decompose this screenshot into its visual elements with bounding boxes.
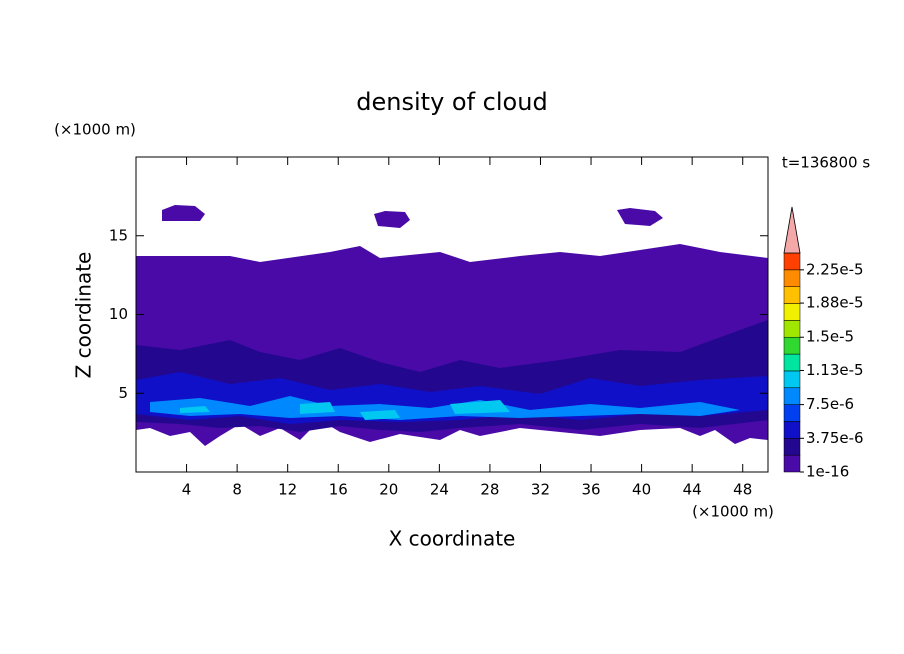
- colorbar-box: [783, 286, 801, 304]
- time-label: t=136800 s: [782, 154, 870, 172]
- colorbar-box: [783, 421, 801, 439]
- x-tick-label: 8: [232, 481, 242, 499]
- x-tick-label: 4: [182, 481, 192, 499]
- colorbar-label: 1e-16: [806, 463, 849, 481]
- x-axis-label: X coordinate: [389, 527, 516, 551]
- y-axis-label: Z coordinate: [72, 252, 96, 379]
- colorbar-label: 1.13e-5: [806, 361, 864, 379]
- colorbar-label: 1.5e-5: [806, 328, 854, 346]
- colorbar-box: [783, 269, 801, 287]
- y-unit: (×1000 m): [54, 121, 136, 139]
- colorbar-box: [783, 303, 801, 321]
- colorbar-label: 3.75e-6: [806, 429, 864, 447]
- contour-field: [136, 205, 768, 446]
- cloud-top-2: [374, 211, 410, 228]
- band-cyan: [180, 400, 510, 420]
- colorbar-box: [783, 252, 801, 271]
- chart-title: density of cloud: [356, 88, 547, 116]
- colorbar-box: [783, 336, 801, 355]
- cloud-top-3: [617, 208, 663, 226]
- colorbar-label: 7.5e-6: [806, 395, 854, 413]
- x-tick-label: 16: [329, 481, 348, 499]
- x-tick-label: 20: [379, 481, 398, 499]
- colorbar-box: [783, 454, 801, 473]
- x-tick-label: 40: [632, 481, 651, 499]
- y-tick-label: 15: [109, 226, 128, 244]
- band-light: [150, 396, 740, 420]
- x-tick-label: 32: [531, 481, 550, 499]
- colorbar-box: [783, 404, 801, 422]
- x-tick-label: 12: [278, 481, 297, 499]
- colorbar-box: [783, 438, 801, 456]
- y-tick-label: 5: [118, 384, 128, 402]
- colorbar-box: [783, 353, 801, 372]
- x-tick-label: 24: [430, 481, 449, 499]
- cloud-top-1: [162, 205, 205, 221]
- x-tick-label: 48: [733, 481, 752, 499]
- x-tick-label: 44: [683, 481, 702, 499]
- colorbar-extend: [783, 206, 801, 254]
- colorbar-box: [783, 320, 801, 338]
- colorbar-label: 2.25e-5: [806, 260, 864, 278]
- x-unit: (×1000 m): [692, 503, 774, 521]
- colorbar-box: [783, 387, 801, 405]
- colorbar-label: 1.88e-5: [806, 294, 864, 312]
- y-tick-label: 10: [109, 305, 128, 323]
- x-tick-label: 28: [480, 481, 499, 499]
- x-tick-label: 36: [581, 481, 600, 499]
- colorbar-box: [783, 370, 801, 389]
